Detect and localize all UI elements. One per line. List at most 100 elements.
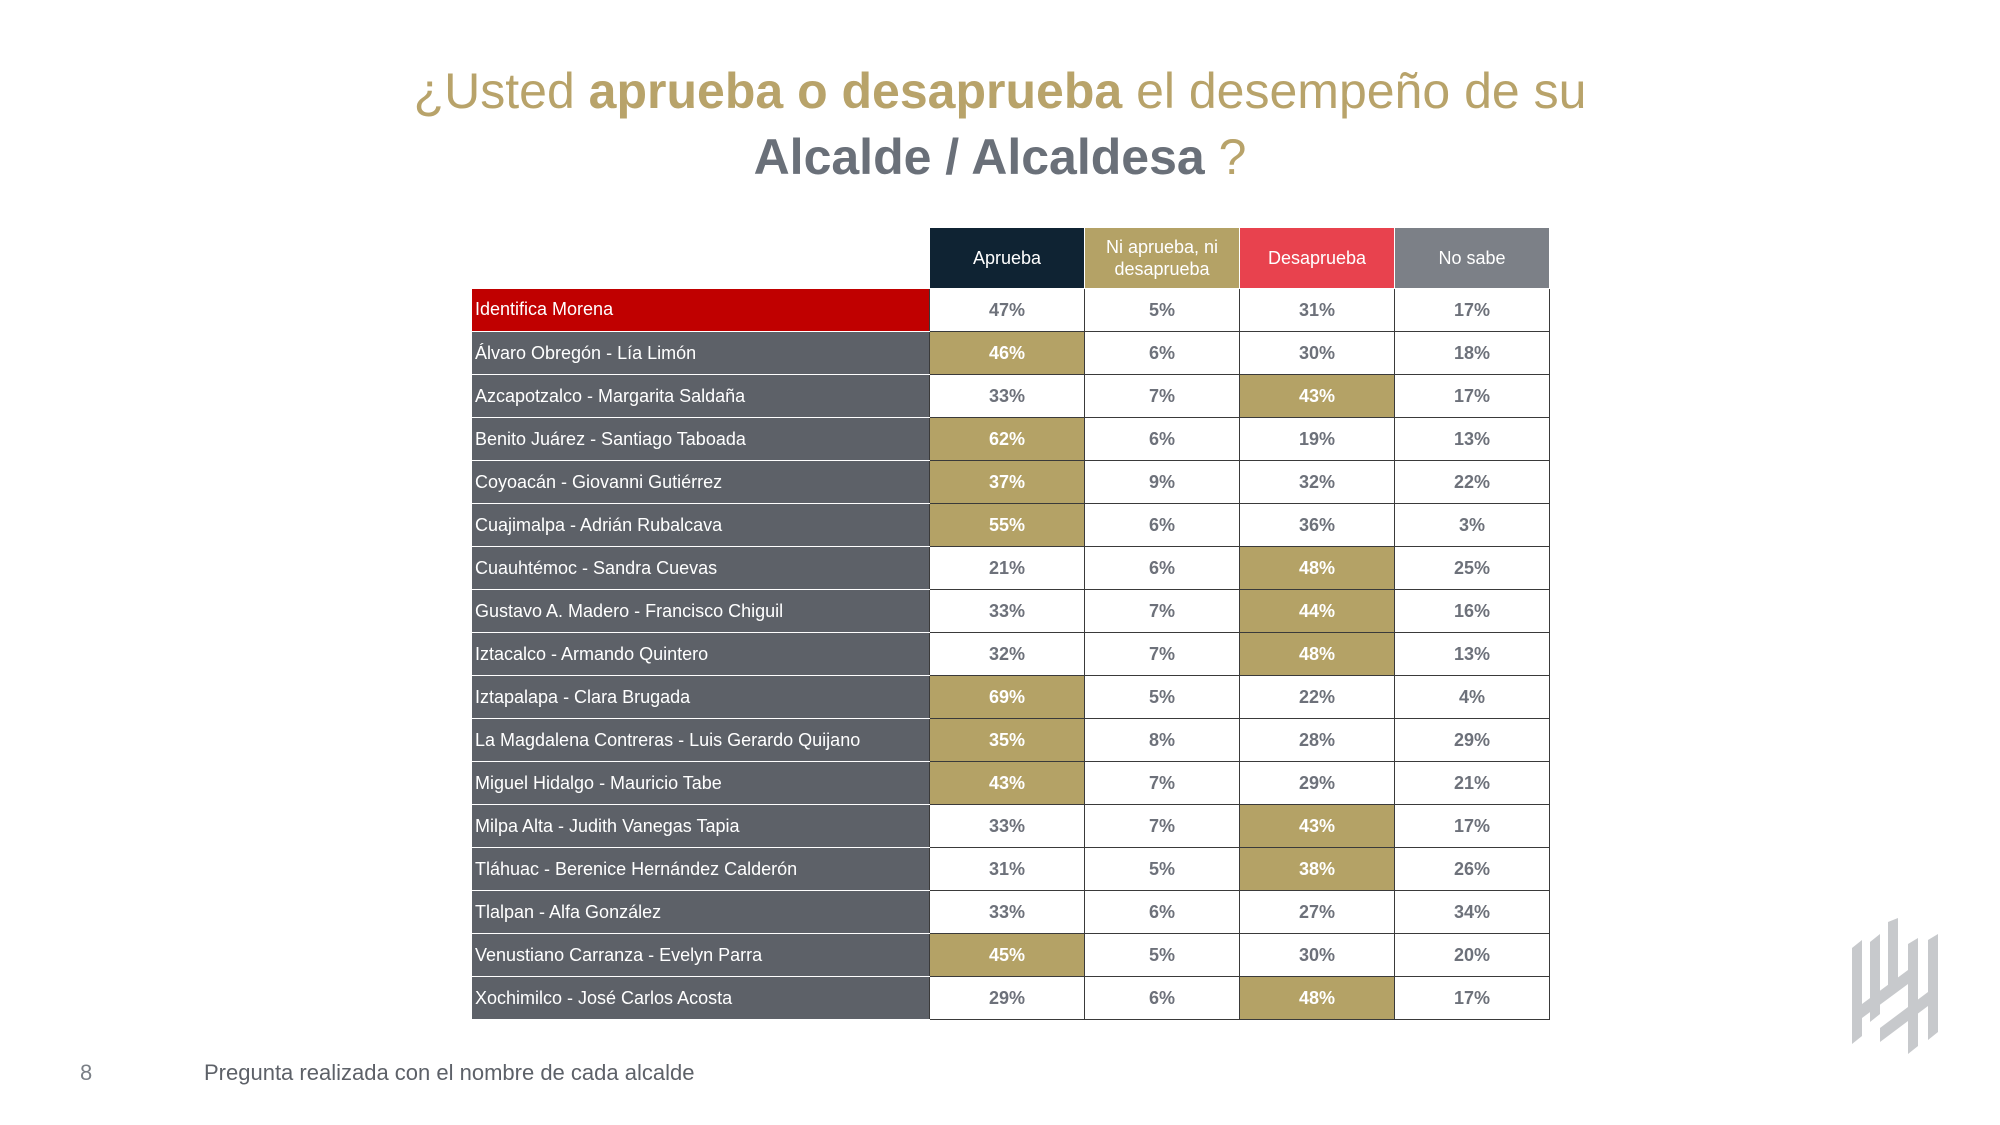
cell-desaprueba: 30%	[1239, 933, 1395, 977]
row-label: Tláhuac - Berenice Hernández Calderón	[472, 847, 930, 891]
cell-ni-aprueba: 5%	[1084, 675, 1240, 719]
cell-aprueba: 33%	[929, 374, 1085, 418]
cell-aprueba: 29%	[929, 976, 1085, 1020]
row-label: Gustavo A. Madero - Francisco Chiguil	[472, 589, 930, 633]
approval-table: Aprueba Ni aprueba, ni desaprueba Desapr…	[472, 227, 1550, 1020]
table-row: Coyoacán - Giovanni Gutiérrez 37% 9% 32% 22%	[472, 460, 1550, 504]
row-label: Coyoacán - Giovanni Gutiérrez	[472, 460, 930, 504]
title-question-close: ?	[1204, 129, 1247, 185]
cell-no-sabe: 25%	[1394, 546, 1550, 590]
cell-desaprueba: 22%	[1239, 675, 1395, 719]
column-header-no-sabe: No sabe	[1394, 227, 1550, 289]
cell-desaprueba: 29%	[1239, 761, 1395, 805]
cell-ni-aprueba: 5%	[1084, 847, 1240, 891]
cell-desaprueba: 31%	[1239, 288, 1395, 332]
cell-no-sabe: 3%	[1394, 503, 1550, 547]
page-title: ¿Usted aprueba o desaprueba el desempeño…	[0, 58, 2000, 190]
cell-aprueba: 33%	[929, 890, 1085, 934]
cell-ni-aprueba: 5%	[1084, 933, 1240, 977]
row-label: Álvaro Obregón - Lía Limón	[472, 331, 930, 375]
row-label: Tlalpan - Alfa González	[472, 890, 930, 934]
cell-ni-aprueba: 6%	[1084, 417, 1240, 461]
title-question-rest: el desempeño de su	[1122, 63, 1587, 119]
column-header-desaprueba: Desaprueba	[1239, 227, 1395, 289]
table-row: Iztacalco - Armando Quintero 32% 7% 48% 13%	[472, 632, 1550, 676]
cell-ni-aprueba: 7%	[1084, 374, 1240, 418]
cell-ni-aprueba: 6%	[1084, 976, 1240, 1020]
cell-desaprueba: 43%	[1239, 804, 1395, 848]
cell-no-sabe: 4%	[1394, 675, 1550, 719]
row-label: Azcapotzalco - Margarita Saldaña	[472, 374, 930, 418]
table-row: Xochimilco - José Carlos Acosta 29% 6% 48% 1…	[472, 976, 1550, 1020]
cell-aprueba: 33%	[929, 589, 1085, 633]
cell-aprueba: 31%	[929, 847, 1085, 891]
cell-ni-aprueba: 5%	[1084, 288, 1240, 332]
cell-no-sabe: 16%	[1394, 589, 1550, 633]
row-label: Iztacalco - Armando Quintero	[472, 632, 930, 676]
table-row: Álvaro Obregón - Lía Limón 46% 6% 30% 18%	[472, 331, 1550, 375]
table-row: Identifica Morena 47% 5% 31% 17%	[472, 288, 1550, 332]
cell-aprueba: 33%	[929, 804, 1085, 848]
cell-aprueba: 37%	[929, 460, 1085, 504]
table-row: Iztapalapa - Clara Brugada 69% 5% 22% 4%	[472, 675, 1550, 719]
table-row: Milpa Alta - Judith Vanegas Tapia 33% 7% 43…	[472, 804, 1550, 848]
page-number: 8	[80, 1060, 93, 1085]
cell-no-sabe: 34%	[1394, 890, 1550, 934]
cell-desaprueba: 32%	[1239, 460, 1395, 504]
cell-desaprueba: 38%	[1239, 847, 1395, 891]
cell-ni-aprueba: 8%	[1084, 718, 1240, 762]
table-corner	[472, 227, 930, 289]
cell-ni-aprueba: 6%	[1084, 890, 1240, 934]
cell-aprueba: 32%	[929, 632, 1085, 676]
cell-no-sabe: 29%	[1394, 718, 1550, 762]
cell-ni-aprueba: 7%	[1084, 589, 1240, 633]
cell-aprueba: 47%	[929, 288, 1085, 332]
cell-no-sabe: 21%	[1394, 761, 1550, 805]
row-label: Iztapalapa - Clara Brugada	[472, 675, 930, 719]
cell-aprueba: 35%	[929, 718, 1085, 762]
cell-no-sabe: 18%	[1394, 331, 1550, 375]
cell-aprueba: 46%	[929, 331, 1085, 375]
cell-desaprueba: 27%	[1239, 890, 1395, 934]
cell-desaprueba: 30%	[1239, 331, 1395, 375]
table-row: Benito Juárez - Santiago Taboada 62% 6% 19%…	[472, 417, 1550, 461]
cell-aprueba: 55%	[929, 503, 1085, 547]
title-question-bold: aprueba o desaprueba	[588, 63, 1123, 119]
row-label: Benito Juárez - Santiago Taboada	[472, 417, 930, 461]
cell-no-sabe: 13%	[1394, 417, 1550, 461]
brand-logo-icon	[1852, 918, 1938, 1054]
cell-desaprueba: 19%	[1239, 417, 1395, 461]
cell-desaprueba: 43%	[1239, 374, 1395, 418]
table-row: Gustavo A. Madero - Francisco Chiguil 33%…	[472, 589, 1550, 633]
table-row: Miguel Hidalgo - Mauricio Tabe 43% 7% 29% 21…	[472, 761, 1550, 805]
table-row: La Magdalena Contreras - Luis Gerardo Qu…	[472, 718, 1550, 762]
table-body: Identifica Morena 47% 5% 31% 17% Álvaro Obreg…	[472, 288, 1550, 1020]
column-header-aprueba: Aprueba	[929, 227, 1085, 289]
row-label: Cuauhtémoc - Sandra Cuevas	[472, 546, 930, 590]
cell-no-sabe: 22%	[1394, 460, 1550, 504]
cell-ni-aprueba: 7%	[1084, 804, 1240, 848]
title-subject: Alcalde / Alcaldesa	[753, 129, 1205, 185]
cell-ni-aprueba: 9%	[1084, 460, 1240, 504]
cell-no-sabe: 26%	[1394, 847, 1550, 891]
table-row: Azcapotzalco - Margarita Saldaña 33% 7% 43%…	[472, 374, 1550, 418]
cell-no-sabe: 17%	[1394, 288, 1550, 332]
cell-no-sabe: 17%	[1394, 374, 1550, 418]
row-label: Milpa Alta - Judith Vanegas Tapia	[472, 804, 930, 848]
row-label: Xochimilco - José Carlos Acosta	[472, 976, 930, 1020]
cell-no-sabe: 20%	[1394, 933, 1550, 977]
cell-ni-aprueba: 7%	[1084, 761, 1240, 805]
table-header-row: Aprueba Ni aprueba, ni desaprueba Desapr…	[472, 227, 1550, 289]
cell-aprueba: 21%	[929, 546, 1085, 590]
row-label: Miguel Hidalgo - Mauricio Tabe	[472, 761, 930, 805]
table-row: Cuauhtémoc - Sandra Cuevas 21% 6% 48% 25%	[472, 546, 1550, 590]
row-label: Identifica Morena	[472, 288, 930, 332]
cell-desaprueba: 28%	[1239, 718, 1395, 762]
title-question-open: ¿Usted	[413, 63, 589, 119]
cell-desaprueba: 48%	[1239, 632, 1395, 676]
cell-aprueba: 45%	[929, 933, 1085, 977]
cell-ni-aprueba: 6%	[1084, 331, 1240, 375]
cell-aprueba: 43%	[929, 761, 1085, 805]
table-row: Tlalpan - Alfa González 33% 6% 27% 34%	[472, 890, 1550, 934]
cell-ni-aprueba: 6%	[1084, 503, 1240, 547]
